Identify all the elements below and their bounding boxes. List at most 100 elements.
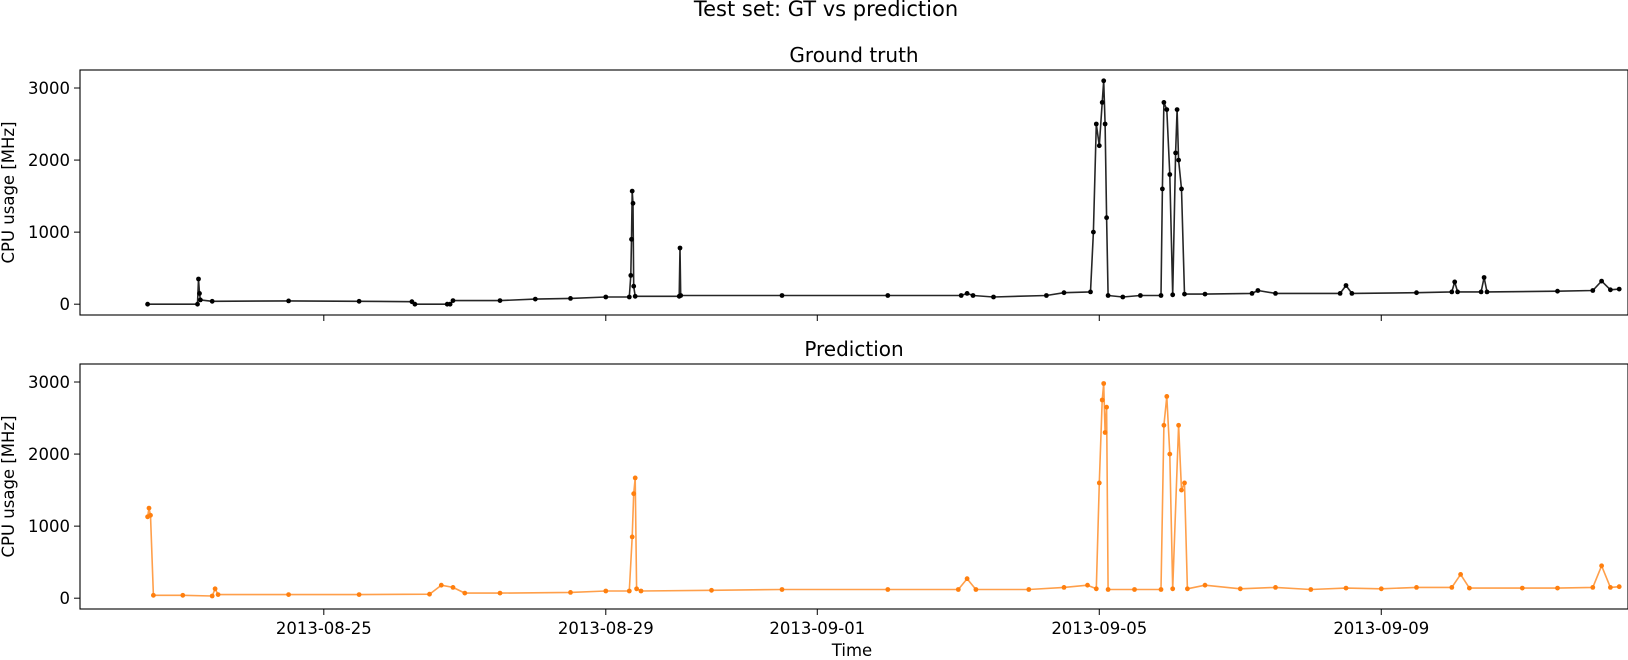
panels: Ground truth CPU usage [MHz] 0 1000 2000 3000… (0, 43, 1628, 638)
data-point (1414, 290, 1419, 296)
data-point (632, 293, 638, 299)
data-point (964, 576, 970, 582)
x-tick-label: 2013-08-25 (276, 619, 372, 638)
data-point (638, 588, 644, 594)
x-tick-label: 2013-08-29 (558, 619, 654, 638)
data-point (1085, 582, 1090, 588)
data-point (1519, 585, 1525, 591)
data-point (631, 491, 637, 497)
data-point (709, 587, 714, 593)
y-tick-label: 0 (60, 295, 71, 314)
data-point (1599, 563, 1604, 569)
data-point (215, 592, 221, 597)
data-point (1138, 293, 1143, 298)
data-point (678, 293, 684, 298)
data-point (631, 283, 637, 289)
data-point (964, 291, 970, 296)
y-tick-label: 2000 (28, 151, 70, 170)
data-point (885, 293, 891, 298)
data-point (1182, 480, 1187, 486)
data-point (1102, 430, 1108, 435)
data-point (1158, 587, 1164, 592)
data-point (198, 297, 203, 303)
x-tick-label: 2013-09-05 (1051, 619, 1147, 638)
data-point (1105, 293, 1111, 298)
data-point (1449, 585, 1455, 590)
data-point (1174, 107, 1180, 112)
axes-frame (79, 69, 1628, 316)
data-point (1179, 186, 1184, 192)
data-point (958, 293, 964, 298)
data-point (1101, 381, 1107, 386)
data-point (145, 301, 151, 307)
data-point (1237, 586, 1243, 592)
data-point (497, 590, 503, 596)
data-point (630, 200, 636, 206)
data-point (1555, 288, 1560, 294)
data-point (1099, 100, 1105, 105)
data-point (632, 475, 638, 481)
data-point (1170, 292, 1176, 298)
data-point (677, 245, 683, 251)
data-point (148, 512, 153, 518)
data-point (1343, 585, 1349, 591)
data-point (1481, 275, 1487, 280)
data-point (1120, 294, 1126, 300)
data-point (1026, 587, 1032, 592)
data-point (1101, 78, 1107, 84)
data-point (779, 293, 785, 298)
data-point (1273, 291, 1278, 296)
data-point (497, 298, 503, 303)
data-point (991, 294, 996, 300)
data-point (779, 587, 785, 592)
data-point (1249, 291, 1255, 296)
data-point (1096, 143, 1102, 149)
data-point (1455, 289, 1460, 295)
y-axis-label: CPU usage [MHz] (0, 415, 18, 557)
data-point (1091, 229, 1096, 235)
data-point (1104, 215, 1109, 221)
data-point (1343, 283, 1349, 288)
data-point (629, 236, 634, 242)
data-point (1478, 289, 1484, 295)
data-point (568, 296, 573, 301)
data-point (634, 586, 639, 592)
data-point (1158, 293, 1164, 298)
data-point (1616, 584, 1622, 590)
data-point (1484, 289, 1490, 295)
data-point (1616, 286, 1622, 292)
data-point (450, 585, 456, 590)
data-point (462, 590, 468, 596)
data-point (286, 298, 291, 304)
data-point (1093, 586, 1099, 592)
data-point (1164, 107, 1170, 112)
data-point (1132, 587, 1137, 592)
data-point (1590, 585, 1596, 590)
data-point (626, 588, 632, 594)
data-point (1608, 287, 1613, 293)
data-point (1176, 157, 1181, 163)
data-point (356, 298, 362, 304)
data-point (532, 296, 538, 302)
data-point (1160, 186, 1165, 192)
data-point (1414, 585, 1419, 590)
data-point (1099, 397, 1105, 403)
data-point (1337, 291, 1343, 296)
data-point (1202, 582, 1208, 588)
data-point (603, 588, 609, 594)
y-tick-label: 3000 (28, 373, 70, 392)
panel-title: Prediction (804, 337, 903, 361)
data-point (1170, 586, 1176, 592)
data-point (286, 592, 291, 597)
data-point (1061, 290, 1067, 296)
figure-title: Test set: GT vs prediction (693, 0, 958, 21)
series-line (147, 80, 1620, 306)
data-point (1182, 291, 1187, 297)
data-point (1590, 288, 1596, 293)
data-point (1161, 100, 1167, 105)
data-point (1104, 404, 1109, 410)
series-line (146, 382, 1620, 597)
x-tick-label: 2013-09-09 (1333, 619, 1429, 638)
data-point (1061, 585, 1067, 590)
panel-1: Ground truth CPU usage [MHz] 0 1000 2000 3000 (0, 43, 1628, 321)
